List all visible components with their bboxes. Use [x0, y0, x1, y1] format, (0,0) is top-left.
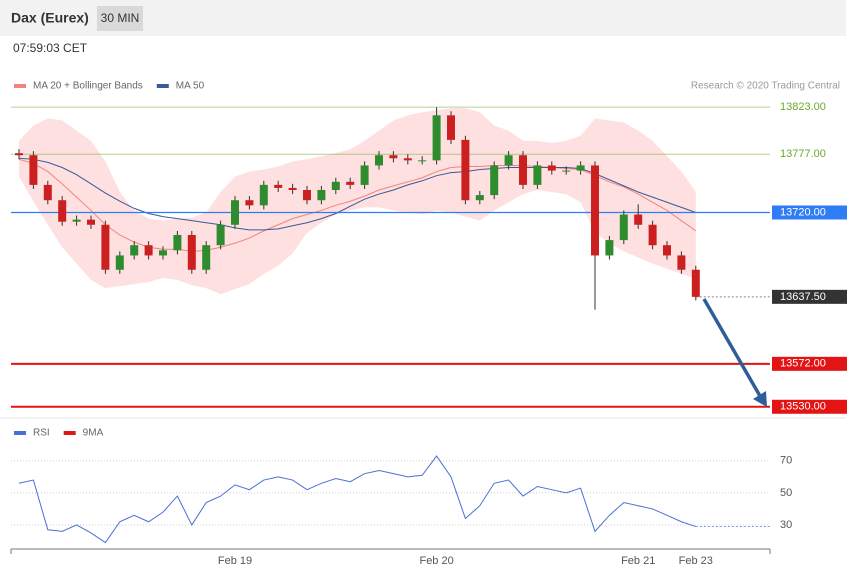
candle-body — [101, 224, 110, 270]
forecast-arrow — [702, 298, 762, 397]
candle-body — [504, 155, 513, 166]
forecast-arrowhead — [753, 391, 767, 407]
candle-body — [519, 155, 527, 185]
candle-body — [288, 187, 297, 190]
instrument-title: Dax (Eurex) — [11, 10, 89, 26]
level-label: 13777.00 — [780, 148, 826, 160]
x-tick-label: Feb 21 — [621, 555, 655, 567]
candle-body — [461, 139, 470, 201]
candle-body — [591, 165, 599, 256]
candle-body — [663, 245, 671, 256]
candle-body — [245, 200, 254, 206]
candle-body — [303, 189, 311, 201]
x-tick-label: Feb 20 — [419, 555, 453, 567]
price-panel: 13823.00 13777.00 13720.00 13637.50 13572.00… — [11, 81, 847, 414]
candle-body — [360, 165, 369, 185]
candle-body — [619, 214, 628, 241]
candle-body — [216, 224, 225, 246]
candle-body — [346, 181, 355, 185]
candle-body — [72, 219, 81, 222]
rsi-line — [18, 455, 696, 544]
candle-body — [317, 189, 326, 201]
level-label: 13720.00 — [780, 206, 826, 218]
level-box — [772, 356, 847, 371]
timestamp: 07:59:03 CET — [13, 41, 88, 55]
candle-body — [547, 165, 556, 171]
candle-body — [375, 155, 383, 166]
candle-body — [648, 224, 657, 246]
candle-body — [187, 234, 196, 270]
legend-label: 9MA — [83, 428, 104, 439]
interval-button[interactable] — [97, 6, 143, 31]
level-label: 13637.50 — [780, 291, 826, 303]
candle-body — [533, 165, 542, 185]
x-tick-label: Feb 19 — [218, 555, 252, 567]
candle-body — [691, 269, 700, 297]
level-box — [772, 399, 847, 414]
candle-body — [605, 240, 614, 256]
candle-body — [389, 155, 398, 159]
candle-body — [130, 245, 139, 256]
candle-body — [576, 165, 585, 171]
level-label: 13530.00 — [780, 401, 826, 413]
candle-body — [144, 245, 153, 256]
level-box — [772, 205, 847, 220]
y-tick-label: 30 — [780, 519, 792, 531]
candle-body — [562, 170, 571, 172]
x-tick-label: Feb 23 — [679, 555, 713, 567]
candle-body — [403, 158, 412, 161]
candle-body — [447, 115, 455, 140]
candle-body — [490, 165, 499, 196]
candle-body — [115, 255, 124, 270]
candle-body — [87, 219, 95, 225]
candle-body — [43, 184, 52, 201]
candle-body — [15, 153, 23, 156]
candle-body — [259, 184, 268, 206]
credit: Research © 2020 Trading Central — [691, 81, 840, 92]
legend-label: MA 20 + Bollinger Bands — [33, 81, 143, 92]
candle-body — [432, 115, 441, 161]
candle-body — [159, 250, 167, 256]
candle-body — [475, 195, 484, 201]
legend-swatch — [14, 431, 26, 435]
level-label: 13823.00 — [780, 101, 826, 113]
candle-body — [231, 200, 239, 225]
rsi-panel: 70 50 30 Feb 19 Feb 20 Feb 21 Feb 23 RSI 9MA — [10, 428, 792, 567]
legend-swatch — [63, 431, 76, 435]
y-tick-label: 50 — [780, 487, 792, 499]
candle-body — [677, 255, 686, 270]
interval-label[interactable]: 30 MIN — [101, 11, 140, 25]
candle-body — [173, 234, 182, 251]
y-tick-label: 70 — [780, 455, 792, 467]
candle-body — [29, 155, 38, 185]
legend-swatch — [156, 84, 169, 88]
candle-body — [634, 214, 643, 225]
candle-body — [418, 160, 427, 162]
legend-swatch — [14, 84, 26, 88]
legend-label: MA 50 — [176, 81, 205, 92]
level-box — [772, 289, 847, 304]
candle-body — [58, 200, 67, 222]
candle-body — [331, 181, 340, 190]
legend-label: RSI — [33, 428, 50, 439]
candle-body — [202, 245, 211, 270]
level-label: 13572.00 — [780, 358, 826, 370]
candle-body — [274, 184, 283, 188]
